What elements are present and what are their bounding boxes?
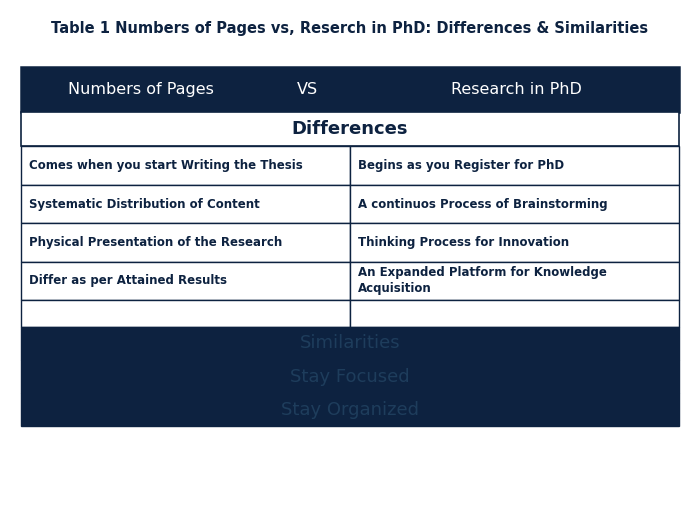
Bar <box>350 146 679 185</box>
Bar <box>350 185 679 223</box>
Bar <box>21 185 350 223</box>
Bar <box>21 327 679 360</box>
Bar <box>21 146 350 185</box>
Text: Similarities: Similarities <box>300 334 400 352</box>
Text: An Expanded Platform for Knowledge
Acquisition: An Expanded Platform for Knowledge Acqui… <box>358 266 608 295</box>
Bar <box>21 360 679 393</box>
Text: Systematic Distribution of Content: Systematic Distribution of Content <box>29 198 260 210</box>
Bar <box>350 223 679 262</box>
Text: A continuos Process of Brainstorming: A continuos Process of Brainstorming <box>358 198 608 210</box>
Bar <box>350 262 679 300</box>
Text: Comes when you start Writing the Thesis: Comes when you start Writing the Thesis <box>29 159 303 172</box>
Text: Numbers of Pages: Numbers of Pages <box>68 81 214 97</box>
Bar <box>350 300 679 327</box>
Text: Table 1 Numbers of Pages vs, Reserch in PhD: Differences & Similarities: Table 1 Numbers of Pages vs, Reserch in … <box>51 20 649 36</box>
Text: Physical Presentation of the Research: Physical Presentation of the Research <box>29 236 283 249</box>
Text: VS: VS <box>297 81 318 97</box>
Text: Stay Organized: Stay Organized <box>281 401 419 419</box>
Text: Differ as per Attained Results: Differ as per Attained Results <box>29 274 228 287</box>
Text: Thinking Process for Innovation: Thinking Process for Innovation <box>358 236 570 249</box>
Bar <box>21 300 350 327</box>
Bar <box>21 67 679 112</box>
Text: Stay Focused: Stay Focused <box>290 368 410 386</box>
Bar <box>21 262 350 300</box>
Text: Begins as you Register for PhD: Begins as you Register for PhD <box>358 159 564 172</box>
Bar <box>21 223 350 262</box>
Text: Differences: Differences <box>292 120 408 138</box>
Bar <box>21 393 679 426</box>
Bar <box>21 112 679 146</box>
Text: Research in PhD: Research in PhD <box>451 81 582 97</box>
